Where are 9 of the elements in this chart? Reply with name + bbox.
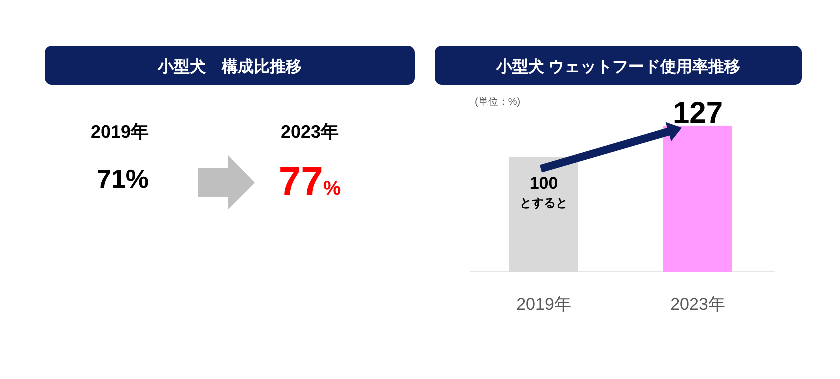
- data-label: 100 とすると: [520, 174, 568, 210]
- text: 77%: [278, 160, 342, 204]
- text: 小型犬 構成比推移: [157, 58, 302, 76]
- text: 2023年: [280, 122, 340, 142]
- text: 2019年: [90, 122, 150, 142]
- text: (単位：%): [475, 96, 521, 108]
- text: 71%: [96, 164, 150, 194]
- data-label: 127: [672, 96, 724, 130]
- chart-title: 小型犬 ウェットフード使用率推移: [495, 57, 741, 76]
